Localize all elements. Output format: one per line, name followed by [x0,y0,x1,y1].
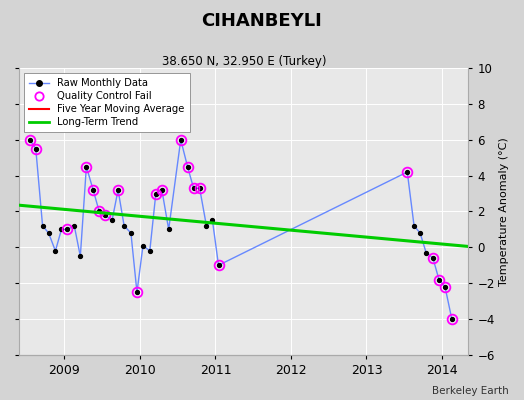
Title: 38.650 N, 32.950 E (Turkey): 38.650 N, 32.950 E (Turkey) [161,55,326,68]
Text: Berkeley Earth: Berkeley Earth [432,386,508,396]
Text: CIHANBEYLI: CIHANBEYLI [202,12,322,30]
Y-axis label: Temperature Anomaly (°C): Temperature Anomaly (°C) [499,137,509,286]
Legend: Raw Monthly Data, Quality Control Fail, Five Year Moving Average, Long-Term Tren: Raw Monthly Data, Quality Control Fail, … [24,73,190,132]
